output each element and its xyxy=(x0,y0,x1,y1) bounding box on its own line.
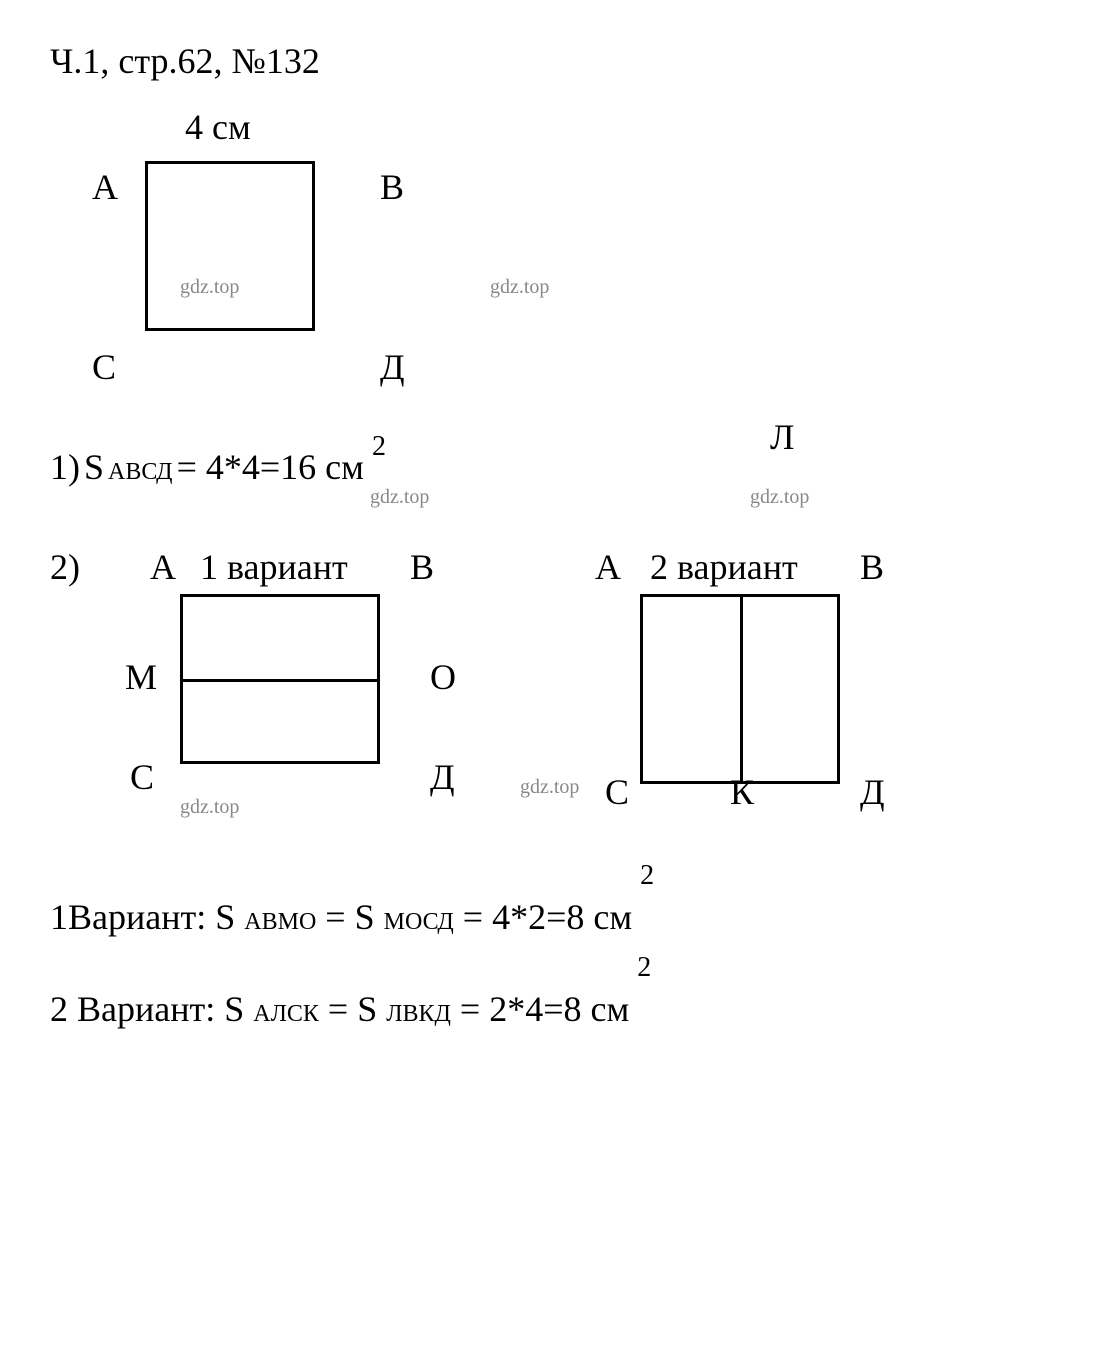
vertex-d: Д xyxy=(380,346,405,388)
watermark: gdz.top xyxy=(750,486,809,509)
step1-subscript: АВСД xyxy=(108,459,173,485)
watermark: gdz.top xyxy=(180,276,239,299)
watermark: gdz.top xyxy=(490,276,549,299)
r2-s2-sub: ЛВКД xyxy=(386,1001,451,1027)
v1-mid-right: О xyxy=(430,656,456,698)
watermark: gdz.top xyxy=(520,776,579,799)
square-v1 xyxy=(180,594,380,764)
step2-prefix: 2) xyxy=(50,546,80,588)
r2-label: 2 Вариант: xyxy=(50,989,215,1029)
v1-mid-left: М xyxy=(125,656,157,698)
r2-exponent: 2 xyxy=(637,952,651,984)
watermark: gdz.top xyxy=(370,486,429,509)
v1-title-mid: 1 вариант xyxy=(200,546,348,588)
v1-title-right: В xyxy=(410,546,434,588)
v2-bot-right: Д xyxy=(860,771,885,813)
watermark: gdz.top xyxy=(180,796,239,819)
r1-s2-sub: МОСД xyxy=(384,909,454,935)
vertex-c: С xyxy=(92,346,116,388)
r2-s1-sym: S xyxy=(224,989,244,1029)
v1-bot-right: Д xyxy=(430,756,455,798)
r1-label: 1Вариант: xyxy=(50,897,206,937)
step1-expr: = 4*4=16 см xyxy=(177,447,364,487)
r1-expr: = 4*2=8 см xyxy=(463,897,632,937)
r1-s2-sym: S xyxy=(355,897,375,937)
r2-s2-sym: S xyxy=(357,989,377,1029)
figure-2: 2) А 1 вариант В А 2 вариант В М О С Д g… xyxy=(50,546,1068,856)
step1-exponent: 2 xyxy=(372,431,386,462)
step1-symbol: S xyxy=(84,447,104,487)
r1-exponent: 2 xyxy=(640,860,654,892)
r1-s1-sym: S xyxy=(215,897,235,937)
v1-title-left: А xyxy=(150,546,176,588)
v2-title-left: А xyxy=(595,546,621,588)
vertex-a: А xyxy=(92,166,118,208)
figure-1: 4 см А В С Д gdz.top gdz.top xyxy=(50,106,1068,406)
r1-s1-sub: АВМО xyxy=(244,909,316,935)
result2-row: 2 Вариант: S АЛСК = S ЛВКД = 2*4=8 см 2 xyxy=(50,988,1068,1030)
step1-prefix: 1) xyxy=(50,447,80,487)
v1-bot-left: С xyxy=(130,756,154,798)
vertex-b: В xyxy=(380,166,404,208)
page-header: Ч.1, стр.62, №132 xyxy=(50,40,1068,82)
dimension-top: 4 см xyxy=(185,106,251,148)
result1-row: 1Вариант: S АВМО = S МОСД = 4*2=8 см 2 xyxy=(50,896,1068,938)
divider-vertical xyxy=(740,597,743,781)
divider-horizontal xyxy=(183,679,377,682)
v2-title-right: В xyxy=(860,546,884,588)
r1-eq: = xyxy=(325,897,345,937)
v2-bot-mid: К xyxy=(730,771,754,813)
square-v2 xyxy=(640,594,840,784)
step1-right-label: Л xyxy=(770,416,794,458)
r2-eq: = xyxy=(328,989,348,1029)
square-abcd xyxy=(145,161,315,331)
v2-title-mid: 2 вариант xyxy=(650,546,798,588)
step1-row: 1) S АВСД = 4*4=16 см 2 Л gdz.top gdz.to… xyxy=(50,446,1068,526)
r2-s1-sub: АЛСК xyxy=(253,1001,319,1027)
r2-expr: = 2*4=8 см xyxy=(460,989,629,1029)
v2-bot-left: С xyxy=(605,771,629,813)
